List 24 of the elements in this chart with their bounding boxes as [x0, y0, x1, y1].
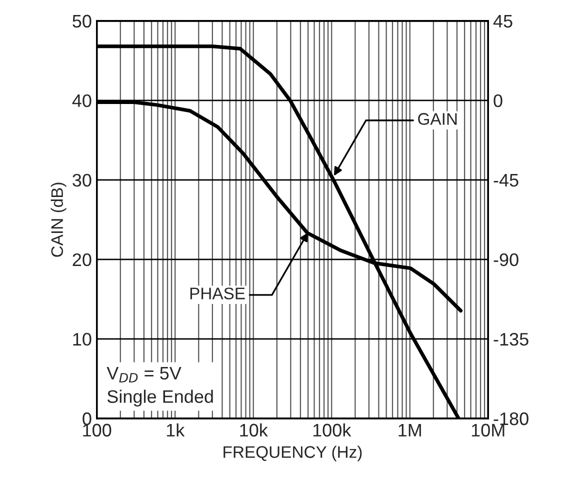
- x-tick-label: 1k: [166, 423, 185, 436]
- y2-tick-label: -180: [494, 412, 528, 426]
- annotation: GAIN: [418, 113, 457, 125]
- annotation: V$_{DD}$ = 5V: [106, 366, 182, 382]
- y-tick-label: 20: [72, 253, 92, 266]
- annotation: PHASE: [190, 288, 245, 300]
- y-axis-title: CAIN (dB): [50, 182, 66, 257]
- annotation: Single Ended: [107, 390, 213, 407]
- y2-tick-label: -90: [494, 253, 518, 266]
- x-tick-label: 10k: [240, 423, 268, 437]
- x-axis-title: FREQUENCY (Hz): [224, 446, 362, 462]
- x-tick-label: 100: [83, 424, 112, 437]
- y2-tick-label: -45: [494, 174, 518, 187]
- y-tick-label: 50: [72, 14, 92, 28]
- y2-tick-label: 45: [493, 14, 512, 28]
- y2-tick-label: -135: [494, 332, 528, 346]
- x-tick-label: 1M: [398, 424, 421, 436]
- y2-tick-label: 0: [494, 94, 502, 108]
- x-tick-label: 100k: [313, 423, 352, 437]
- x-tick-label: 10M: [472, 424, 504, 437]
- y-tick-label: 30: [72, 174, 92, 187]
- y-tick-label: 0: [82, 412, 92, 426]
- y-tick-label: 40: [72, 94, 92, 108]
- y-tick-label: 10: [73, 332, 92, 346]
